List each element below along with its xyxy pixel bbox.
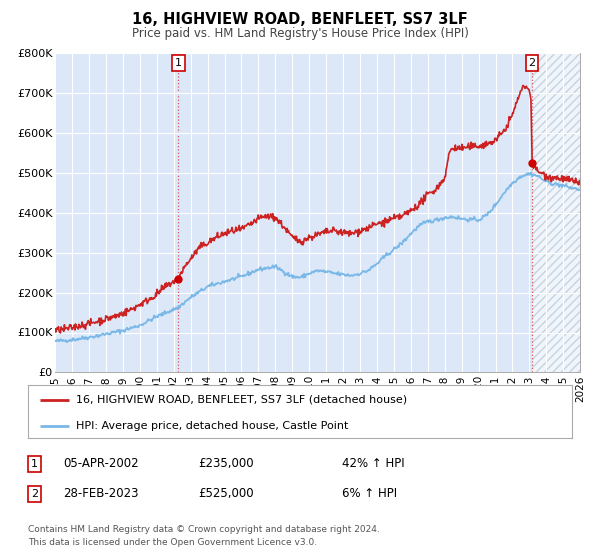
Text: 16, HIGHVIEW ROAD, BENFLEET, SS7 3LF (detached house): 16, HIGHVIEW ROAD, BENFLEET, SS7 3LF (de… <box>76 395 407 405</box>
Text: 28-FEB-2023: 28-FEB-2023 <box>63 487 139 501</box>
Text: Price paid vs. HM Land Registry's House Price Index (HPI): Price paid vs. HM Land Registry's House … <box>131 27 469 40</box>
Text: 05-APR-2002: 05-APR-2002 <box>63 457 139 470</box>
Text: This data is licensed under the Open Government Licence v3.0.: This data is licensed under the Open Gov… <box>28 538 317 547</box>
Text: Contains HM Land Registry data © Crown copyright and database right 2024.: Contains HM Land Registry data © Crown c… <box>28 525 380 534</box>
Text: 42% ↑ HPI: 42% ↑ HPI <box>342 457 404 470</box>
Text: HPI: Average price, detached house, Castle Point: HPI: Average price, detached house, Cast… <box>76 421 349 431</box>
Text: 2: 2 <box>529 58 536 68</box>
Text: 1: 1 <box>31 459 38 469</box>
Text: 16, HIGHVIEW ROAD, BENFLEET, SS7 3LF: 16, HIGHVIEW ROAD, BENFLEET, SS7 3LF <box>132 12 468 27</box>
Text: £235,000: £235,000 <box>198 457 254 470</box>
Text: £525,000: £525,000 <box>198 487 254 501</box>
Text: 1: 1 <box>175 58 182 68</box>
Text: 6% ↑ HPI: 6% ↑ HPI <box>342 487 397 501</box>
Text: 2: 2 <box>31 489 38 499</box>
